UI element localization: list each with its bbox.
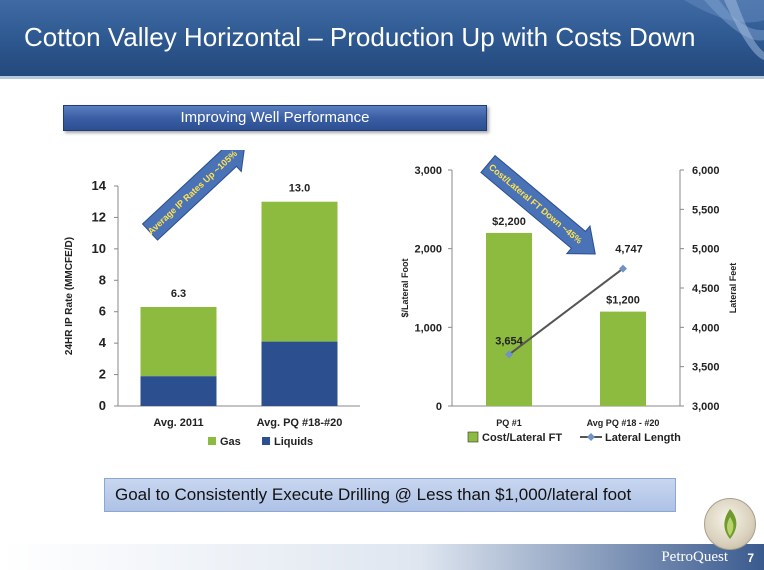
total-label: 13.0: [289, 183, 310, 195]
legend-label: Gas: [220, 436, 241, 448]
arrow-shape: [480, 154, 596, 255]
ip-rate-chart: 0 2 4 6 8 10 12 14 24HR IP Rate (MMCFE/D) 6.3 Avg.…: [64, 150, 360, 448]
bar-cost-lateral: [600, 311, 646, 406]
legend-marker: [587, 433, 595, 441]
bar-value-label: $1,200: [606, 295, 640, 307]
page-title: Cotton Valley Horizontal – Production Up…: [24, 22, 696, 52]
y-tick-label: 4: [99, 335, 107, 350]
bar-liquids: [261, 341, 338, 406]
divider: [0, 76, 764, 79]
bar-gas: [140, 307, 217, 377]
y-tick-label: 2: [99, 367, 106, 382]
legend-swatch-cost: [467, 431, 479, 443]
x-tick-label: PQ #1: [496, 418, 522, 428]
series-line-lateral-length: [508, 267, 624, 356]
y-axis-label: 24HR IP Rate (MMCFE/D): [64, 237, 75, 355]
brand-name: PetroQuest: [661, 549, 728, 565]
goal-box: Goal to Consistently Execute Drilling @ …: [104, 478, 676, 512]
y2-tick-label: 5,000: [692, 244, 720, 256]
bar-value-label: $2,200: [492, 216, 526, 228]
y-tick-label: 2,000: [414, 244, 442, 256]
y-tick-label: 14: [92, 178, 107, 193]
logo: [704, 498, 756, 550]
bar-gas: [261, 201, 338, 342]
annotation-label: Average IP Rates Up ~105%: [146, 150, 239, 236]
line-point: [619, 264, 627, 273]
cost-lateral-chart: 0 1,000 2,000 3,000 3,000 3,500 4,000 4,500 5,00…: [400, 154, 738, 444]
legend-swatch-liquids: [262, 437, 270, 445]
y-tick-label: 12: [92, 209, 106, 224]
bar-cost-lateral: [486, 232, 532, 406]
legend-label: Liquids: [274, 436, 313, 448]
y2-tick-label: 3,500: [692, 362, 720, 374]
line-value-label: 3,654: [495, 336, 523, 348]
y-axis-label: $/Lateral Foot: [400, 258, 410, 317]
x-tick-label: Avg. PQ #18-#20: [257, 417, 343, 429]
y2-tick-label: 5,500: [692, 204, 720, 216]
y-tick-label: 0: [436, 401, 442, 413]
annotation-arrow: Average IP Rates Up ~105%: [141, 150, 246, 241]
total-label: 6.3: [171, 288, 186, 300]
line-value-label: 4,747: [615, 244, 643, 256]
arrow-shape: [141, 150, 246, 241]
line-point: [505, 350, 513, 359]
bar-liquids: [140, 376, 217, 406]
x-tick-label: Avg. 2011: [153, 417, 203, 429]
legend-label: Lateral Length: [605, 432, 681, 444]
page-number: 7: [747, 551, 754, 565]
flame-icon: [724, 509, 737, 539]
y-tick-label: 3,000: [414, 165, 442, 177]
section-banner: Improving Well Performance: [63, 105, 487, 131]
goal-text: Goal to Consistently Execute Drilling @ …: [115, 485, 632, 504]
y2-tick-label: 4,500: [692, 283, 720, 295]
decorative-swoosh: [684, 0, 764, 60]
y2-tick-label: 4,000: [692, 322, 720, 334]
x-tick-label: Avg PQ #18 - #20: [587, 418, 660, 428]
y-tick-label: 8: [99, 272, 106, 287]
y2-tick-label: 6,000: [692, 165, 720, 177]
footer-bar: PetroQuest 7: [0, 544, 764, 570]
y2-axis-label: Lateral Feet: [728, 263, 738, 314]
y2-tick-label: 3,000: [692, 401, 720, 413]
y-tick-label: 6: [99, 304, 106, 319]
title-bar: Cotton Valley Horizontal – Production Up…: [0, 0, 764, 76]
y-tick-label: 0: [99, 398, 106, 413]
legend-label: Cost/Lateral FT: [482, 432, 562, 444]
legend-swatch-gas: [208, 437, 216, 445]
y-tick-label: 10: [92, 241, 106, 256]
y-tick-label: 1,000: [414, 322, 442, 334]
